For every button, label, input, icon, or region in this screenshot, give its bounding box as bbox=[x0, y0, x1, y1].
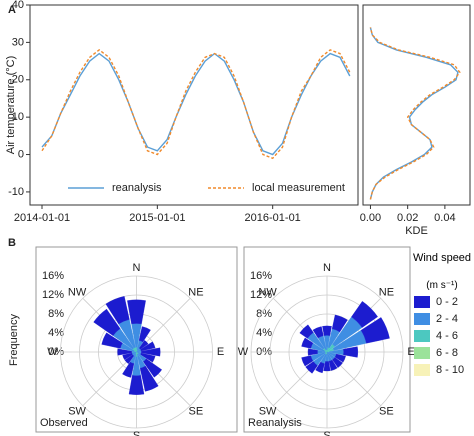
direction-label: S bbox=[133, 430, 140, 436]
rose-wedge bbox=[332, 357, 343, 368]
legend-label: local measurement bbox=[252, 182, 345, 194]
direction-label: NW bbox=[68, 287, 87, 299]
x-axis-label: KDE bbox=[405, 225, 428, 237]
rose-wedge bbox=[301, 337, 314, 349]
rose-wedge bbox=[139, 365, 159, 392]
direction-label: N bbox=[133, 262, 141, 274]
rose-wedge bbox=[351, 301, 378, 328]
rose-wedge bbox=[127, 299, 146, 325]
rose-wedge bbox=[141, 347, 161, 357]
rose-wedge bbox=[307, 348, 318, 356]
panel-title: Reanalysis bbox=[248, 417, 302, 429]
legend-swatch bbox=[414, 313, 430, 325]
rose-wedge bbox=[105, 296, 130, 325]
rose-wedge bbox=[122, 352, 133, 360]
plot-frame bbox=[362, 4, 471, 206]
y-tick-label: 10 bbox=[12, 111, 24, 123]
rose-wedge bbox=[360, 317, 390, 344]
rose-wedge bbox=[334, 353, 346, 363]
y-tick-label: 40 bbox=[12, 0, 24, 11]
rose-wedge bbox=[328, 359, 338, 371]
rose-wedge bbox=[315, 361, 325, 374]
rose-wedge bbox=[312, 326, 324, 339]
direction-label: E bbox=[407, 346, 414, 358]
rose-wedge bbox=[128, 375, 145, 395]
x-tick-label: 2015-01-01 bbox=[129, 212, 185, 224]
rose-wedge bbox=[93, 308, 121, 336]
rose-wedge bbox=[138, 326, 151, 343]
rose-wedge bbox=[122, 361, 135, 378]
x-tick-label: 0.04 bbox=[434, 212, 455, 224]
y-axis-label: Air temperature (°C) bbox=[5, 56, 17, 155]
y-axis-label: Frequency bbox=[8, 314, 20, 366]
legend-label: 0 - 2 bbox=[436, 296, 458, 308]
y-tick-label: 16% bbox=[42, 270, 64, 282]
direction-label: W bbox=[238, 346, 249, 358]
data-line bbox=[41, 49, 351, 160]
rose-wedge bbox=[140, 341, 156, 352]
direction-label: SE bbox=[379, 405, 394, 417]
legend-swatch bbox=[414, 296, 430, 308]
plot-frame bbox=[29, 4, 359, 206]
direction-label: W bbox=[47, 346, 58, 358]
rose-wedge bbox=[323, 361, 331, 372]
y-tick-label: -10 bbox=[8, 186, 24, 198]
rose-wedge bbox=[343, 346, 359, 358]
y-tick-label: 20 bbox=[12, 74, 24, 86]
legend-label: 8 - 10 bbox=[436, 364, 464, 376]
legend-label: reanalysis bbox=[112, 182, 162, 194]
legend-swatch bbox=[414, 347, 430, 359]
direction-label: E bbox=[217, 346, 224, 358]
panel-frame bbox=[35, 246, 238, 433]
y-tick-label: 4% bbox=[256, 327, 272, 339]
legend-label: 4 - 6 bbox=[436, 330, 458, 342]
y-tick-label: 0 bbox=[18, 148, 24, 160]
y-tick-label: 8% bbox=[48, 308, 64, 320]
direction-label: SW bbox=[259, 405, 277, 417]
x-tick-label: 0.02 bbox=[397, 212, 418, 224]
data-line bbox=[41, 52, 351, 156]
y-tick-label: 12% bbox=[42, 289, 64, 301]
rose-wedge bbox=[299, 324, 314, 339]
x-tick-label: 2016-01-01 bbox=[245, 212, 301, 224]
legend-title: Wind speed bbox=[412, 252, 472, 264]
rose-wedge bbox=[138, 340, 149, 350]
x-tick-label: 2014-01-01 bbox=[14, 212, 70, 224]
rose-wedge bbox=[140, 352, 156, 363]
legend-label: 2 - 4 bbox=[436, 313, 458, 325]
legend-label: 6 - 8 bbox=[436, 347, 458, 359]
panel-title: Observed bbox=[40, 417, 88, 429]
y-tick-label: 30 bbox=[12, 36, 24, 48]
panel-frame bbox=[243, 246, 411, 433]
x-tick-label: 0.00 bbox=[360, 212, 381, 224]
y-tick-label: 4% bbox=[48, 327, 64, 339]
rose-wedge bbox=[305, 361, 318, 374]
direction-label: NE bbox=[188, 287, 203, 299]
direction-label: S bbox=[323, 430, 330, 436]
direction-label: NW bbox=[258, 287, 277, 299]
legend-swatch bbox=[414, 364, 430, 376]
rose-wedge bbox=[143, 358, 163, 378]
density-line bbox=[369, 27, 459, 200]
direction-label: N bbox=[323, 262, 331, 274]
direction-label: NE bbox=[379, 287, 394, 299]
direction-label: SE bbox=[189, 405, 204, 417]
density-line bbox=[369, 27, 461, 200]
rose-wedge bbox=[331, 314, 348, 333]
y-tick-label: 16% bbox=[250, 270, 272, 282]
rose-wedge bbox=[101, 332, 123, 349]
legend-swatch bbox=[414, 330, 430, 342]
panel-label: B bbox=[8, 237, 16, 249]
direction-label: SW bbox=[68, 405, 86, 417]
rose-wedge bbox=[301, 355, 314, 367]
rose-wedge bbox=[322, 325, 332, 336]
legend-units: (m s⁻¹) bbox=[426, 280, 458, 291]
rose-wedge bbox=[124, 354, 135, 364]
y-tick-label: 8% bbox=[256, 308, 272, 320]
panel-label: A bbox=[8, 4, 16, 16]
y-tick-label: 12% bbox=[250, 289, 272, 301]
rose-wedge bbox=[117, 348, 132, 356]
